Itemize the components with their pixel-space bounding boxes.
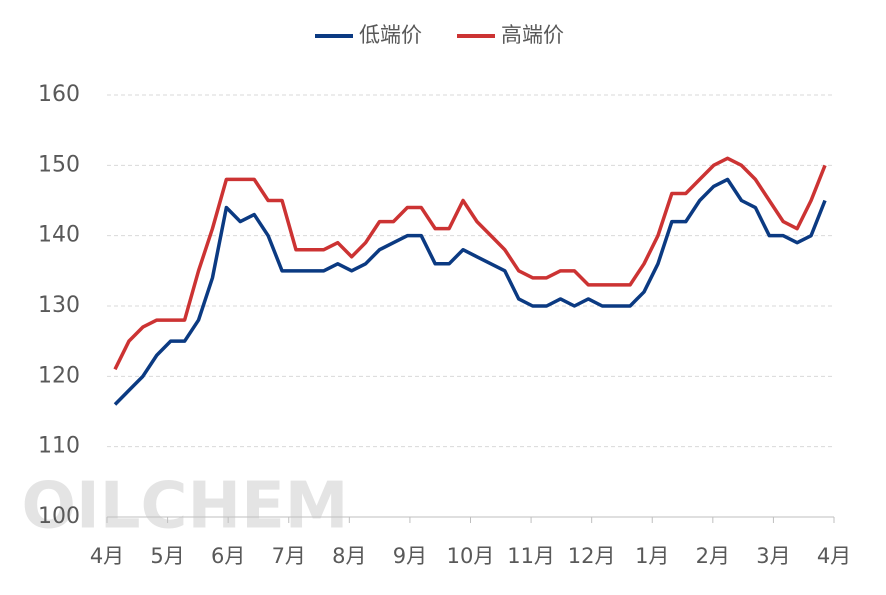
y-tick-label: 100 bbox=[38, 504, 80, 529]
y-tick-label: 150 bbox=[38, 152, 80, 177]
line-series bbox=[113, 177, 827, 406]
x-tick-label: 7月 bbox=[272, 544, 306, 568]
y-tick-label: 110 bbox=[38, 434, 80, 459]
x-tick-label: 12月 bbox=[568, 544, 616, 568]
x-tick-label: 3月 bbox=[756, 544, 790, 568]
x-tick-label: 4月 bbox=[817, 544, 851, 568]
y-tick-label: 160 bbox=[38, 82, 80, 107]
y-tick-label: 120 bbox=[38, 363, 80, 388]
x-tick-label: 9月 bbox=[393, 544, 427, 568]
x-tick-label: 11月 bbox=[507, 544, 555, 568]
x-tick-label: 5月 bbox=[150, 544, 184, 568]
y-tick-label: 140 bbox=[38, 223, 80, 248]
y-tick-label: 130 bbox=[38, 293, 80, 318]
watermark: OILCHEM bbox=[22, 470, 349, 544]
line-series bbox=[113, 156, 827, 371]
x-tick-label: 2月 bbox=[696, 544, 730, 568]
x-tick-label: 4月 bbox=[90, 544, 124, 568]
x-tick-label: 10月 bbox=[447, 544, 495, 568]
legend-label: 低端价 bbox=[359, 23, 422, 47]
x-tick-label: 6月 bbox=[211, 544, 245, 568]
legend-label: 高端价 bbox=[501, 23, 564, 47]
x-tick-label: 8月 bbox=[332, 544, 366, 568]
x-tick-label: 1月 bbox=[635, 544, 669, 568]
